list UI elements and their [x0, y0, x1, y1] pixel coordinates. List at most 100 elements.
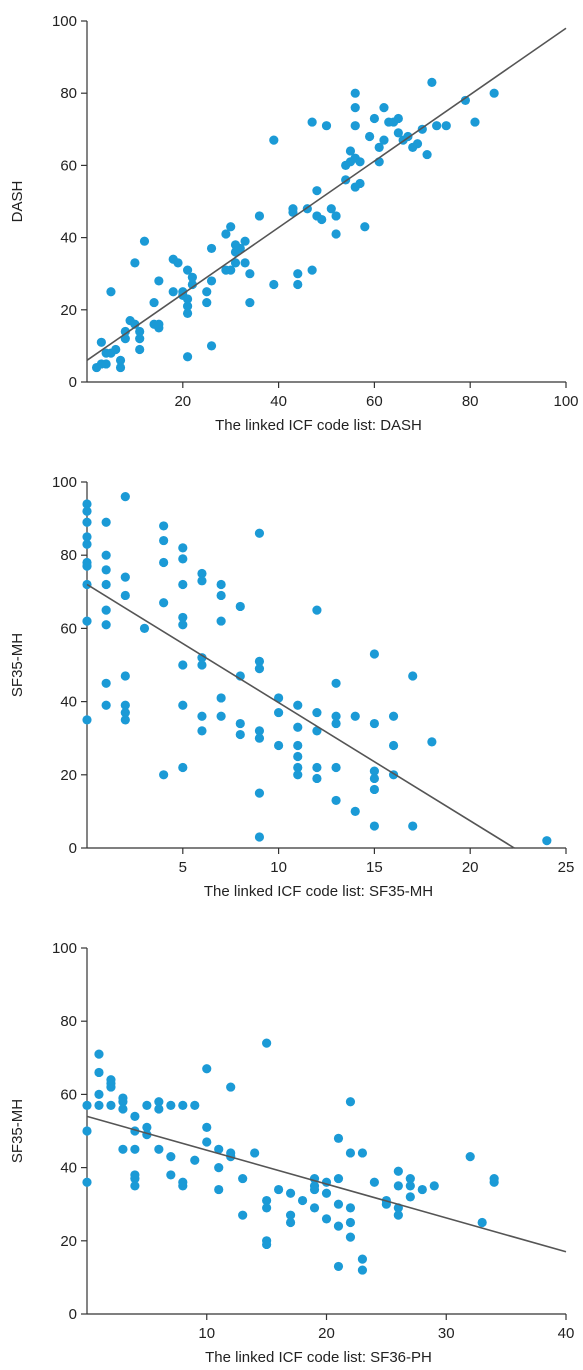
data-point [178, 700, 188, 710]
data-point [130, 1111, 140, 1121]
data-point [197, 576, 207, 586]
scatter-chart-2: 0 20 40 60 80 100 5 10 15 20 25 The linked ICF code… [9, 474, 574, 900]
data-point [159, 598, 169, 608]
data-point [166, 1100, 176, 1110]
data-point [254, 528, 265, 538]
data-point [312, 762, 322, 773]
regression-line [86, 27, 567, 361]
data-point [240, 258, 250, 268]
x-tick-label: 20 [462, 859, 479, 876]
data-point [350, 103, 360, 113]
data-point [369, 766, 379, 776]
data-point [197, 726, 207, 736]
data-point [285, 1188, 296, 1198]
data-point [331, 711, 341, 721]
y-tick-label: 80 [60, 85, 77, 102]
y-tick-label: 0 [69, 840, 77, 857]
data-point [350, 711, 360, 721]
data-point [465, 1152, 475, 1162]
data-point [408, 671, 418, 681]
data-point [405, 1173, 415, 1184]
data-point [288, 204, 298, 214]
scatter-chart-3: 0 20 40 60 80 100 10 20 30 40 The linked ICF code … [9, 940, 574, 1366]
data-point [130, 319, 140, 329]
data-point [379, 135, 389, 145]
data-point [120, 326, 130, 337]
data-point [245, 297, 255, 308]
data-point [321, 1214, 332, 1224]
x-tick-label: 10 [198, 1325, 215, 1342]
data-point [120, 671, 130, 681]
data-point [250, 1148, 260, 1158]
data-point [130, 258, 140, 268]
data-point [159, 770, 169, 780]
data-point [216, 579, 226, 590]
data-point [106, 1100, 116, 1110]
y-tick-label: 40 [60, 1160, 77, 1177]
data-point [96, 337, 106, 347]
x-tick-label: 40 [270, 393, 287, 410]
data-point [106, 1075, 116, 1085]
data-point [118, 1144, 128, 1154]
x-axis-label: The linked ICF code list: DASH [215, 417, 422, 434]
y-tick-label: 20 [60, 302, 77, 319]
data-point [120, 492, 130, 502]
data-point [254, 832, 265, 842]
data-point [309, 1203, 320, 1213]
data-point [326, 204, 336, 214]
data-point [408, 821, 418, 831]
data-point [345, 1148, 356, 1158]
data-point [405, 1181, 415, 1191]
data-point [135, 334, 145, 344]
data-point [331, 718, 341, 729]
data-point [393, 1166, 403, 1176]
data-point [202, 1064, 212, 1074]
data-point [235, 601, 245, 612]
data-point [202, 1122, 212, 1132]
data-point [139, 623, 150, 634]
data-point [178, 660, 188, 670]
data-point [388, 740, 399, 751]
data-point [159, 521, 169, 531]
data-point [190, 1155, 200, 1165]
data-point [245, 269, 255, 279]
data-point [238, 1210, 248, 1220]
data-point [285, 1217, 296, 1228]
data-point [226, 1082, 236, 1092]
data-point [254, 733, 265, 743]
data-point [139, 236, 150, 246]
data-point [120, 572, 130, 582]
data-point [187, 279, 197, 290]
x-tick-label: 80 [462, 393, 479, 410]
data-point [274, 693, 284, 703]
data-point [216, 590, 226, 601]
data-point [333, 1173, 344, 1184]
data-point [166, 1152, 176, 1162]
x-tick-label: 100 [553, 393, 578, 410]
data-point [357, 1254, 368, 1264]
data-point [120, 590, 130, 601]
y-tick-label: 80 [60, 547, 77, 564]
data-point [197, 653, 207, 663]
data-point [350, 121, 360, 131]
regression-line [86, 1115, 567, 1253]
data-point [460, 95, 471, 106]
data-point [321, 121, 332, 131]
data-point [159, 557, 169, 568]
data-point [206, 341, 217, 351]
data-point [159, 535, 169, 546]
data-point [350, 806, 360, 817]
data-point [94, 1100, 104, 1110]
data-point [309, 1184, 320, 1195]
data-point [312, 605, 322, 615]
data-point [388, 711, 399, 721]
data-point [206, 276, 217, 286]
data-point [307, 117, 317, 127]
data-point [197, 660, 207, 670]
data-point [369, 718, 379, 729]
y-tick-label: 0 [69, 1306, 77, 1323]
data-point [293, 700, 303, 710]
data-point [142, 1122, 152, 1132]
data-point [345, 1097, 356, 1107]
data-point [190, 1100, 200, 1110]
